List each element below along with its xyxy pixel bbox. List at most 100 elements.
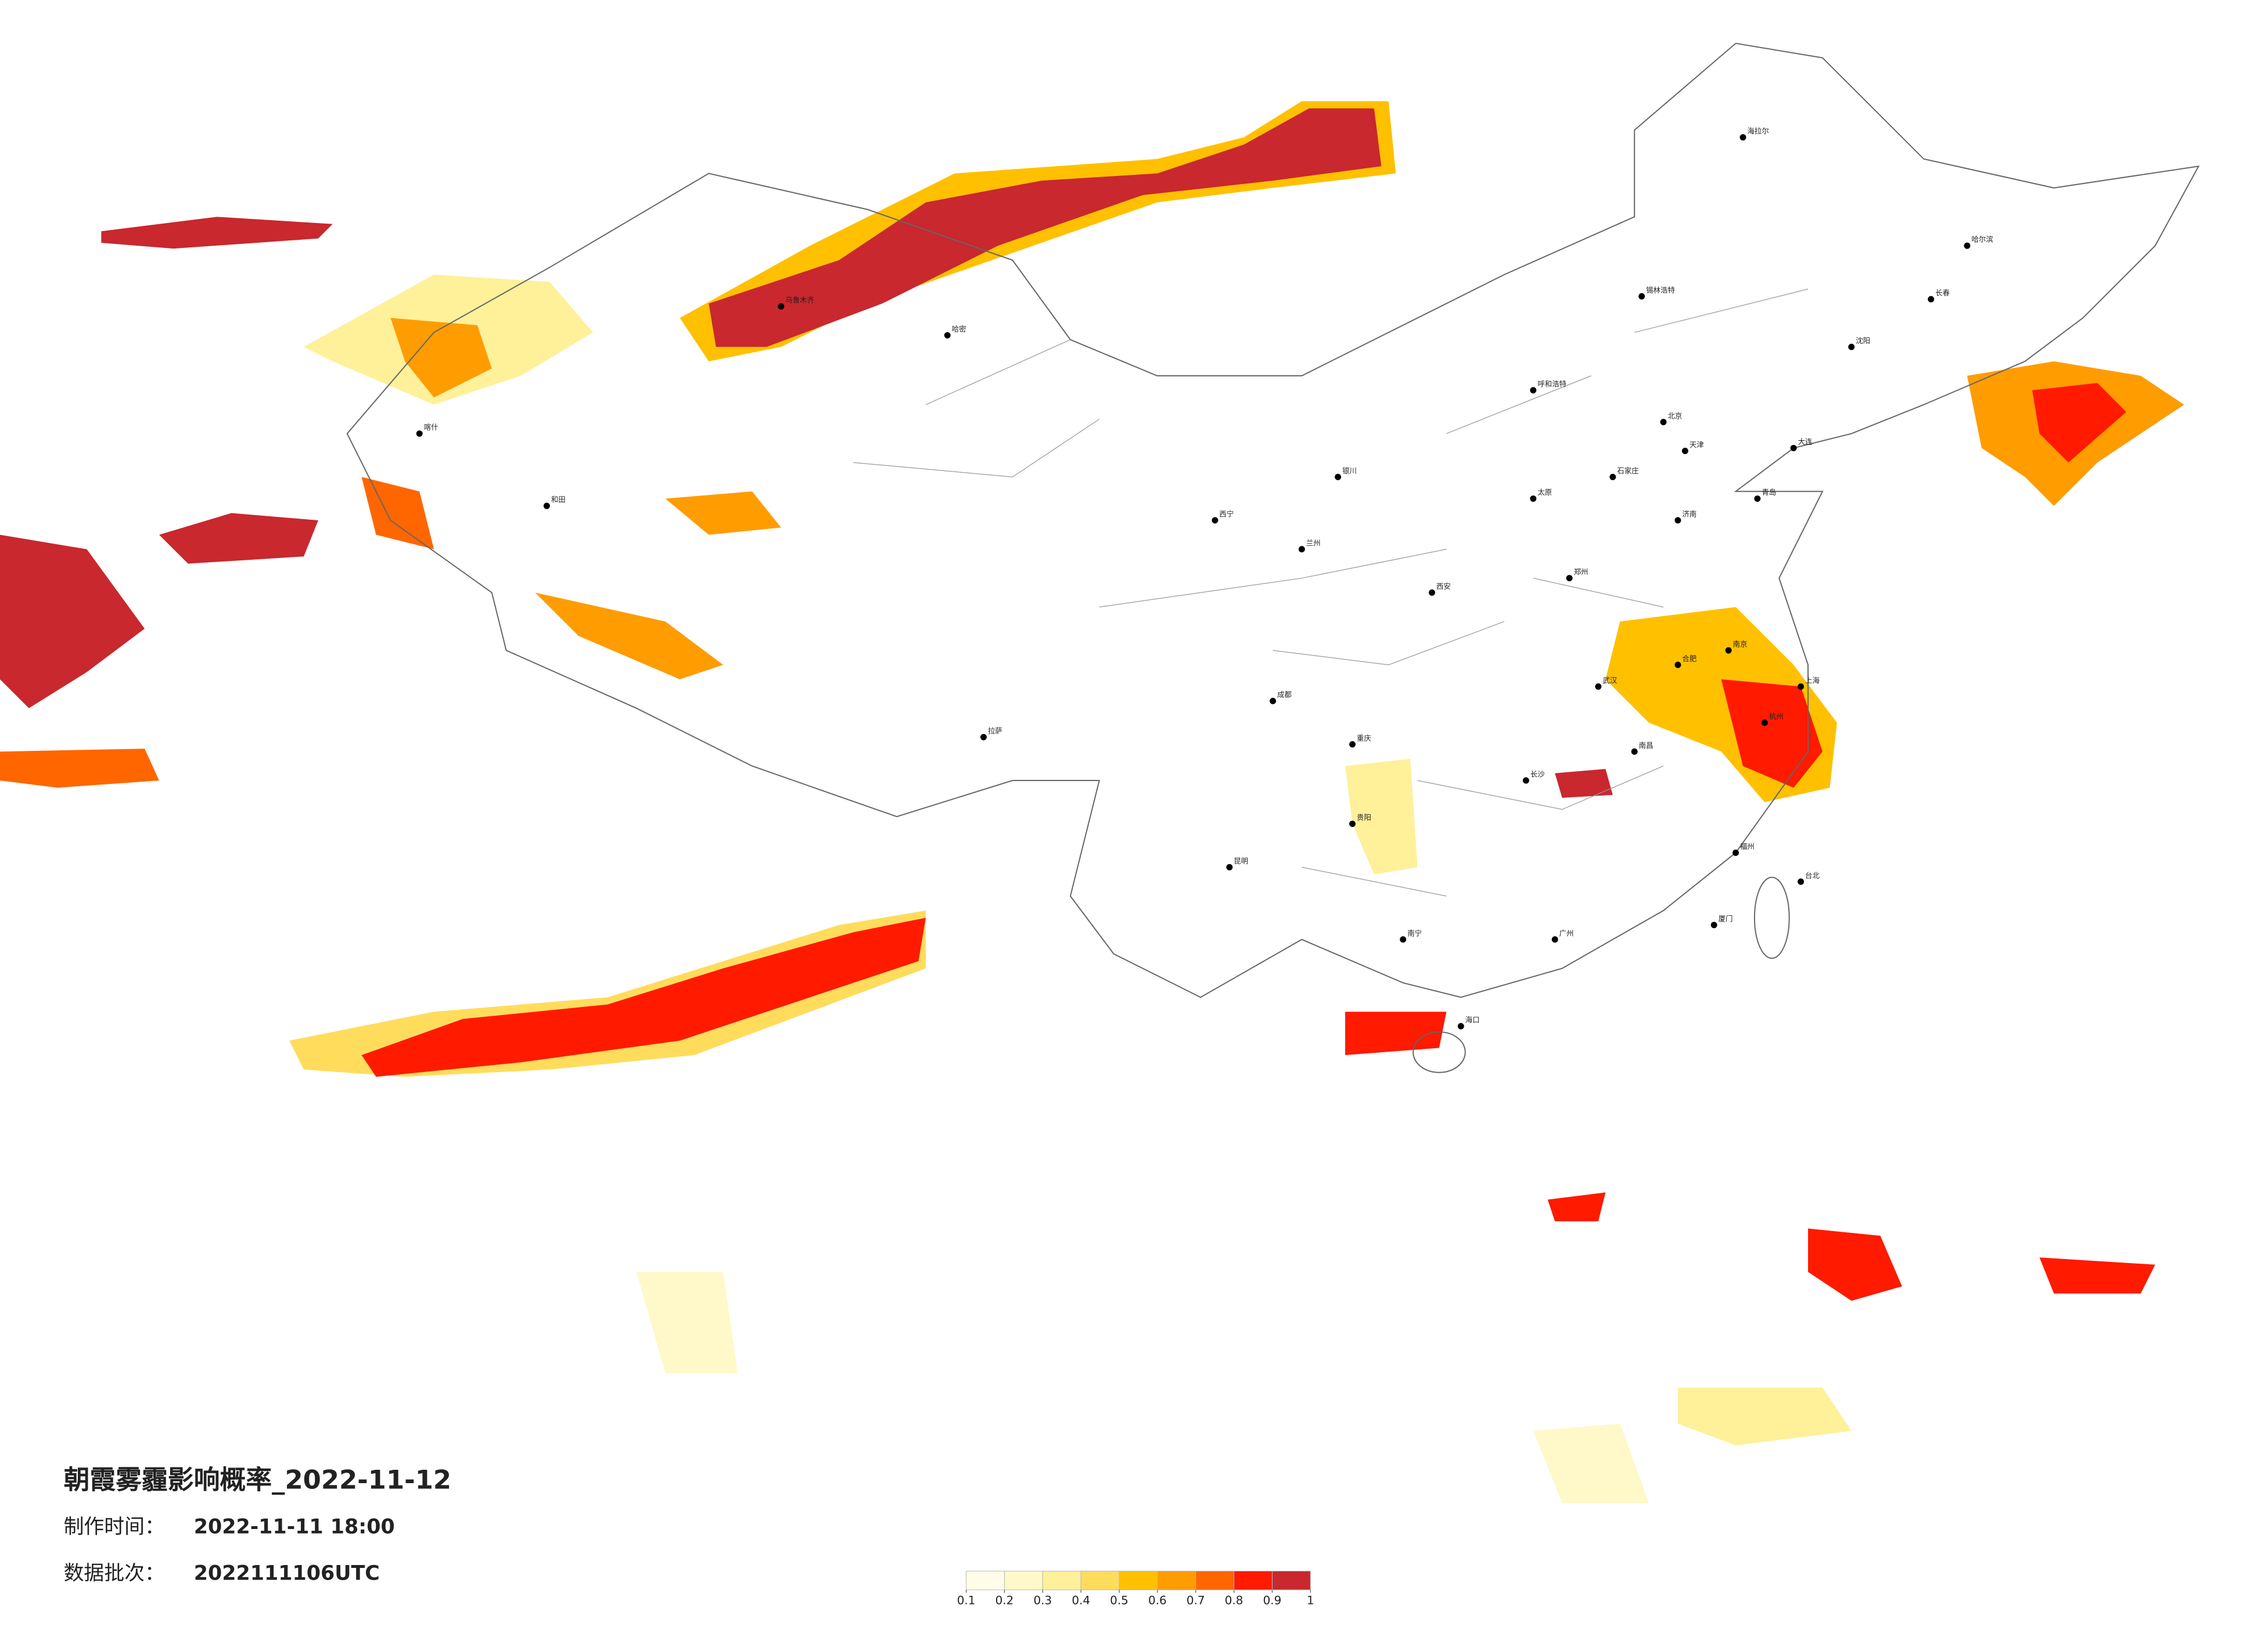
city-dot: [1674, 517, 1681, 524]
legend-swatch: [1042, 1570, 1081, 1591]
city-dot: [1226, 864, 1233, 870]
city-label: 南京: [1733, 640, 1748, 649]
city-label: 西安: [1436, 582, 1451, 591]
legend-swatch: [1004, 1570, 1043, 1591]
boundaries: [346, 42, 2200, 1073]
city-dot: [980, 733, 987, 740]
city-dot: [416, 430, 423, 437]
city-label: 拉萨: [988, 726, 1002, 735]
city-label: 西宁: [1219, 510, 1234, 519]
city-label: 南昌: [1639, 741, 1654, 750]
batch-label: 数据批次：: [64, 1562, 165, 1585]
city-label: 合肥: [1682, 654, 1696, 663]
legend-tick-label: 0.8: [1225, 1594, 1243, 1607]
legend-swatch: [1080, 1570, 1120, 1591]
city-dot: [1733, 849, 1739, 856]
city-dot: [1212, 517, 1219, 524]
city-label: 喀什: [424, 423, 438, 431]
city-dot: [1522, 777, 1529, 784]
city-dot: [1660, 419, 1667, 426]
city-dot: [1349, 741, 1356, 748]
city-label: 银川: [1342, 466, 1357, 475]
legend-swatch: [1119, 1570, 1158, 1591]
city-dot: [1798, 683, 1805, 690]
city-label: 海口: [1465, 1016, 1480, 1024]
province-lines: [853, 289, 1809, 897]
city-label: 锡林浩特: [1646, 286, 1675, 294]
city-label: 济南: [1682, 510, 1696, 519]
city-label: 郑州: [1574, 567, 1588, 576]
legend-swatch: [1157, 1570, 1196, 1591]
city-label: 青岛: [1762, 488, 1776, 497]
title: 朝霞雾霾影响概率_2022-11-12: [64, 1465, 452, 1495]
city-label: 哈尔滨: [1971, 235, 1993, 244]
city-label: 成都: [1277, 690, 1292, 699]
legend-tick-label: 0.7: [1187, 1594, 1205, 1607]
city-dot: [1457, 1023, 1464, 1030]
city-label: 哈密: [952, 325, 966, 333]
legend-tick-label: 0.1: [957, 1594, 976, 1607]
city-label: 上海: [1805, 676, 1820, 685]
country-outline: [346, 42, 2200, 998]
legend-tick-label: 0.3: [1033, 1594, 1052, 1607]
city-dot: [1551, 936, 1558, 943]
legend-tick-label: 0.4: [1072, 1594, 1090, 1607]
city-label: 贵阳: [1357, 813, 1371, 822]
city-dot: [1725, 647, 1732, 654]
city-label: 天津: [1690, 440, 1704, 449]
city-dot: [1609, 473, 1616, 480]
legend-tick-label: 0.5: [1110, 1594, 1128, 1607]
city-label: 和田: [551, 495, 566, 504]
legend-swatch: [1234, 1570, 1273, 1591]
city-label: 广州: [1559, 929, 1574, 937]
city-dot: [1270, 697, 1277, 704]
city-dot: [1335, 473, 1342, 480]
city-dot: [1754, 495, 1761, 502]
legend: 0.1 0.2 0.3 0.4 0.5 0.6 0.7 0.8 0.9 1: [957, 1570, 1314, 1607]
city-dot: [543, 502, 550, 509]
legend-swatch: [1195, 1570, 1235, 1591]
legend-tick-label: 1: [1307, 1594, 1314, 1607]
city-dot: [1964, 242, 1971, 249]
city-label: 南宁: [1407, 929, 1422, 937]
city-dot: [944, 332, 951, 339]
city-label: 兰州: [1306, 538, 1321, 547]
city-dot: [1349, 821, 1356, 828]
city-label: 杭州: [1769, 712, 1784, 721]
city-dot: [1790, 445, 1797, 452]
city-dot: [1798, 878, 1805, 885]
city-label: 太原: [1537, 488, 1552, 497]
batch: 2022111106UTC: [194, 1562, 380, 1585]
city-label: 福州: [1740, 842, 1755, 851]
city-label: 呼和浩特: [1537, 380, 1566, 388]
city-dot: [1530, 387, 1537, 394]
city-dot: [1566, 575, 1573, 582]
city-dot: [778, 303, 785, 310]
production-time: 2022-11-11 18:00: [194, 1516, 395, 1539]
legend-swatch: [1271, 1570, 1311, 1591]
city-dot: [1631, 748, 1638, 755]
city-label: 昆明: [1234, 857, 1248, 865]
hainan: [1412, 1031, 1466, 1073]
city-dot: [1710, 922, 1717, 929]
city-dot: [1928, 296, 1935, 303]
city-label: 台北: [1805, 871, 1820, 880]
city-dot: [1530, 495, 1537, 502]
production-time-label: 制作时间：: [64, 1516, 165, 1539]
city-dot: [1848, 343, 1855, 350]
haze-field: [0, 101, 2184, 1503]
city-label: 海拉尔: [1747, 127, 1769, 135]
city-label: 大连: [1798, 437, 1813, 446]
city-dot: [1761, 719, 1768, 726]
taiwan: [1753, 876, 1790, 959]
city-label: 北京: [1667, 411, 1682, 420]
city-label: 重庆: [1357, 733, 1371, 742]
legend-tick-label: 0.2: [995, 1594, 1014, 1607]
city-dot: [1298, 546, 1305, 553]
city-dot: [1595, 683, 1602, 690]
city-dot: [1429, 589, 1436, 596]
